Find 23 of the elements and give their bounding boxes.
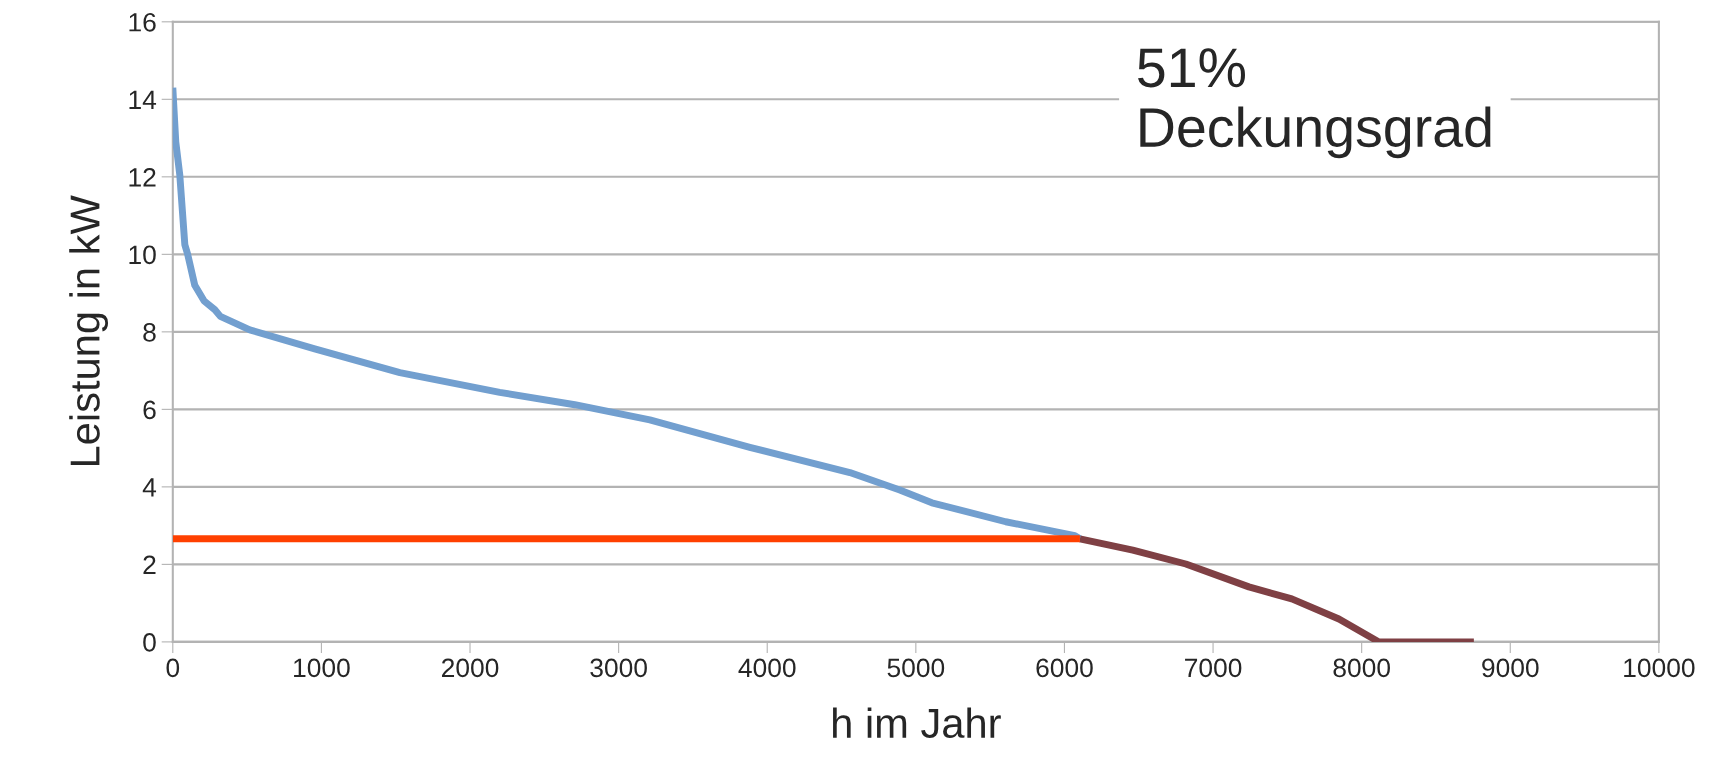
x-tick-label: 2000 [441,658,499,678]
x-tick-label: 1000 [294,658,350,678]
y-tick-label: 0 [143,633,156,652]
annotation: 51% Deckungsgrad [1138,48,1491,159]
y-tick-label: 10 [129,245,156,265]
x-tick-label: 7000 [1185,658,1242,678]
x-tick-label: 5000 [887,658,945,678]
x-axis-title: h im Jahr [833,707,1001,739]
x-tick-label: 3000 [590,658,647,678]
x-tick-label: 0 [166,658,180,678]
y-tick-label: 14 [129,90,157,109]
x-tick-label: 8000 [1333,658,1390,678]
x-tick-label: 10000 [1624,658,1695,678]
x-tick-label: 4000 [738,658,796,678]
y-axis-title: Leistung in kW [69,195,109,466]
x-tick-label: 9000 [1482,658,1539,678]
y-tick-label: 4 [142,478,157,497]
y-tick-label: 16 [129,12,156,32]
x-tick-label: 6000 [1036,658,1093,678]
y-tick-label: 6 [143,400,156,420]
y-tick-label: 8 [143,322,156,342]
y-tick-label: 2 [143,555,156,574]
y-tick-label: 12 [129,167,156,187]
